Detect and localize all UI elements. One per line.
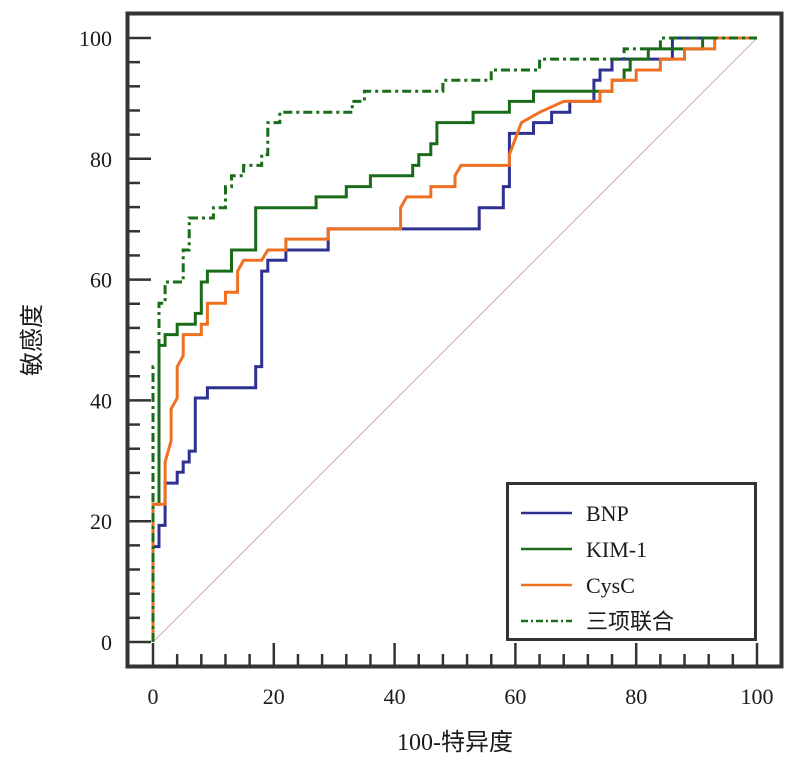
y-axis-title: 敏感度	[19, 304, 46, 376]
y-tick-label: 80	[90, 147, 112, 172]
x-tick-label: 40	[384, 684, 406, 709]
legend-label: CysC	[586, 573, 635, 598]
x-tick-label: 80	[625, 684, 647, 709]
legend-label: 三项联合	[586, 609, 674, 634]
y-tick-labels: 0 20 40 60 80 100	[79, 26, 112, 655]
x-tick-label: 20	[263, 684, 285, 709]
series-line-combined	[151, 36, 757, 642]
legend-box	[506, 482, 757, 641]
y-tick-label: 40	[90, 388, 112, 413]
series-line-cysc	[151, 36, 757, 642]
x-tick-label: 60	[504, 684, 526, 709]
legend-items: BNP KIM-1 CysC 三项联合	[521, 501, 674, 634]
series-layer	[151, 36, 757, 642]
legend-item: CysC	[521, 573, 635, 598]
y-tick-label: 0	[101, 630, 112, 655]
legend-item: KIM-1	[521, 537, 647, 562]
x-axis-title: 100-特异度	[397, 729, 513, 756]
legend-item: BNP	[521, 501, 629, 526]
legend-label: KIM-1	[586, 537, 647, 562]
legend-item: 三项联合	[521, 609, 674, 634]
y-tick-label: 100	[79, 26, 112, 51]
legend: BNP KIM-1 CysC 三项联合	[506, 482, 757, 641]
y-tick-label: 20	[90, 509, 112, 534]
reference-diagonal-line	[152, 37, 758, 643]
ticks-layer	[129, 36, 759, 665]
x-tick-label: 100	[741, 684, 774, 709]
y-tick-label: 60	[90, 268, 112, 293]
x-tick-labels: 0 20 40 60 80 100	[148, 684, 774, 709]
x-tick-label: 0	[148, 684, 159, 709]
reference-layer	[152, 37, 758, 643]
legend-label: BNP	[586, 501, 629, 526]
